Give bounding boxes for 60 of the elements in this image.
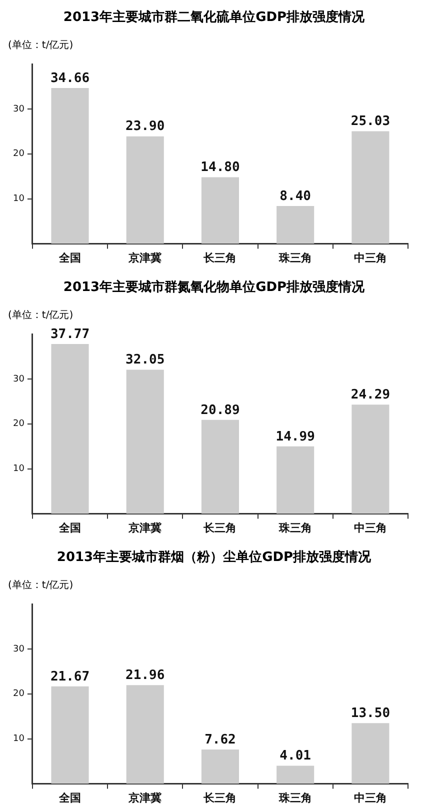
y-axis-title: (单位：t/亿元) [8, 308, 74, 322]
data-label: 13.50 [350, 706, 390, 721]
x-tick-label: 全国 [58, 521, 82, 534]
data-label: 23.90 [126, 119, 165, 134]
data-label: 8.40 [280, 188, 312, 204]
chart-title: 2013年主要城市群二氧化硫单位GDP排放强度情况 [62, 8, 366, 27]
x-tick-label: 中三角 [354, 791, 387, 804]
data-label: 20.89 [200, 402, 240, 418]
bar [352, 404, 390, 514]
data-label: 21.67 [50, 669, 90, 684]
y-tick-label: 20 [13, 149, 25, 160]
data-label: 24.29 [350, 387, 390, 402]
data-label: 14.99 [276, 429, 315, 444]
y-tick-label: 20 [13, 419, 25, 430]
y-tick-label: 10 [13, 464, 25, 474]
bar [126, 136, 164, 244]
data-label: 21.96 [126, 668, 165, 683]
chart-title: 2013年主要城市群烟（粉）尘单位GDP排放强度情况 [56, 548, 372, 567]
x-tick-label: 京津冀 [128, 521, 162, 534]
data-label: 4.01 [280, 748, 312, 764]
y-tick-label: 10 [13, 194, 25, 204]
y-axis-title: (单位：t/亿元) [8, 38, 74, 52]
bar [126, 685, 164, 784]
y-tick-label: 30 [13, 104, 25, 114]
bar [276, 206, 314, 244]
bar [276, 766, 314, 784]
bar [51, 88, 89, 244]
bar [51, 344, 89, 514]
bar [352, 131, 390, 244]
bar [201, 750, 240, 784]
chart-title: 2013年主要城市群氮氧化物单位GDP排放强度情况 [62, 278, 366, 297]
bar [201, 177, 240, 244]
x-tick-label: 全国 [58, 251, 82, 264]
data-label: 32.05 [126, 352, 165, 368]
bar [352, 723, 390, 784]
y-tick-label: 30 [13, 374, 25, 384]
x-tick-label: 京津冀 [128, 251, 162, 264]
x-tick-label: 珠三角 [278, 251, 312, 264]
x-tick-label: 京津冀 [128, 791, 162, 804]
x-tick-label: 长三角 [202, 251, 237, 264]
x-tick-label: 长三角 [202, 791, 237, 804]
y-tick-label: 10 [13, 734, 25, 744]
bar [51, 686, 89, 784]
x-tick-label: 珠三角 [278, 521, 312, 534]
y-tick-label: 20 [13, 689, 25, 700]
data-label: 25.03 [350, 114, 390, 130]
data-label: 37.77 [50, 326, 90, 342]
bar [126, 370, 164, 514]
data-label: 7.62 [204, 732, 236, 748]
data-label: 14.80 [200, 160, 240, 176]
x-tick-label: 中三角 [354, 251, 387, 264]
y-tick-label: 30 [13, 644, 25, 654]
data-label: 34.66 [50, 70, 90, 86]
x-tick-label: 中三角 [354, 521, 387, 534]
x-tick-label: 珠三角 [278, 791, 312, 804]
bar [276, 446, 314, 514]
x-tick-label: 全国 [58, 791, 82, 804]
y-axis-title: (单位：t/亿元) [8, 578, 74, 592]
x-tick-label: 长三角 [202, 521, 237, 534]
bar [201, 420, 240, 514]
